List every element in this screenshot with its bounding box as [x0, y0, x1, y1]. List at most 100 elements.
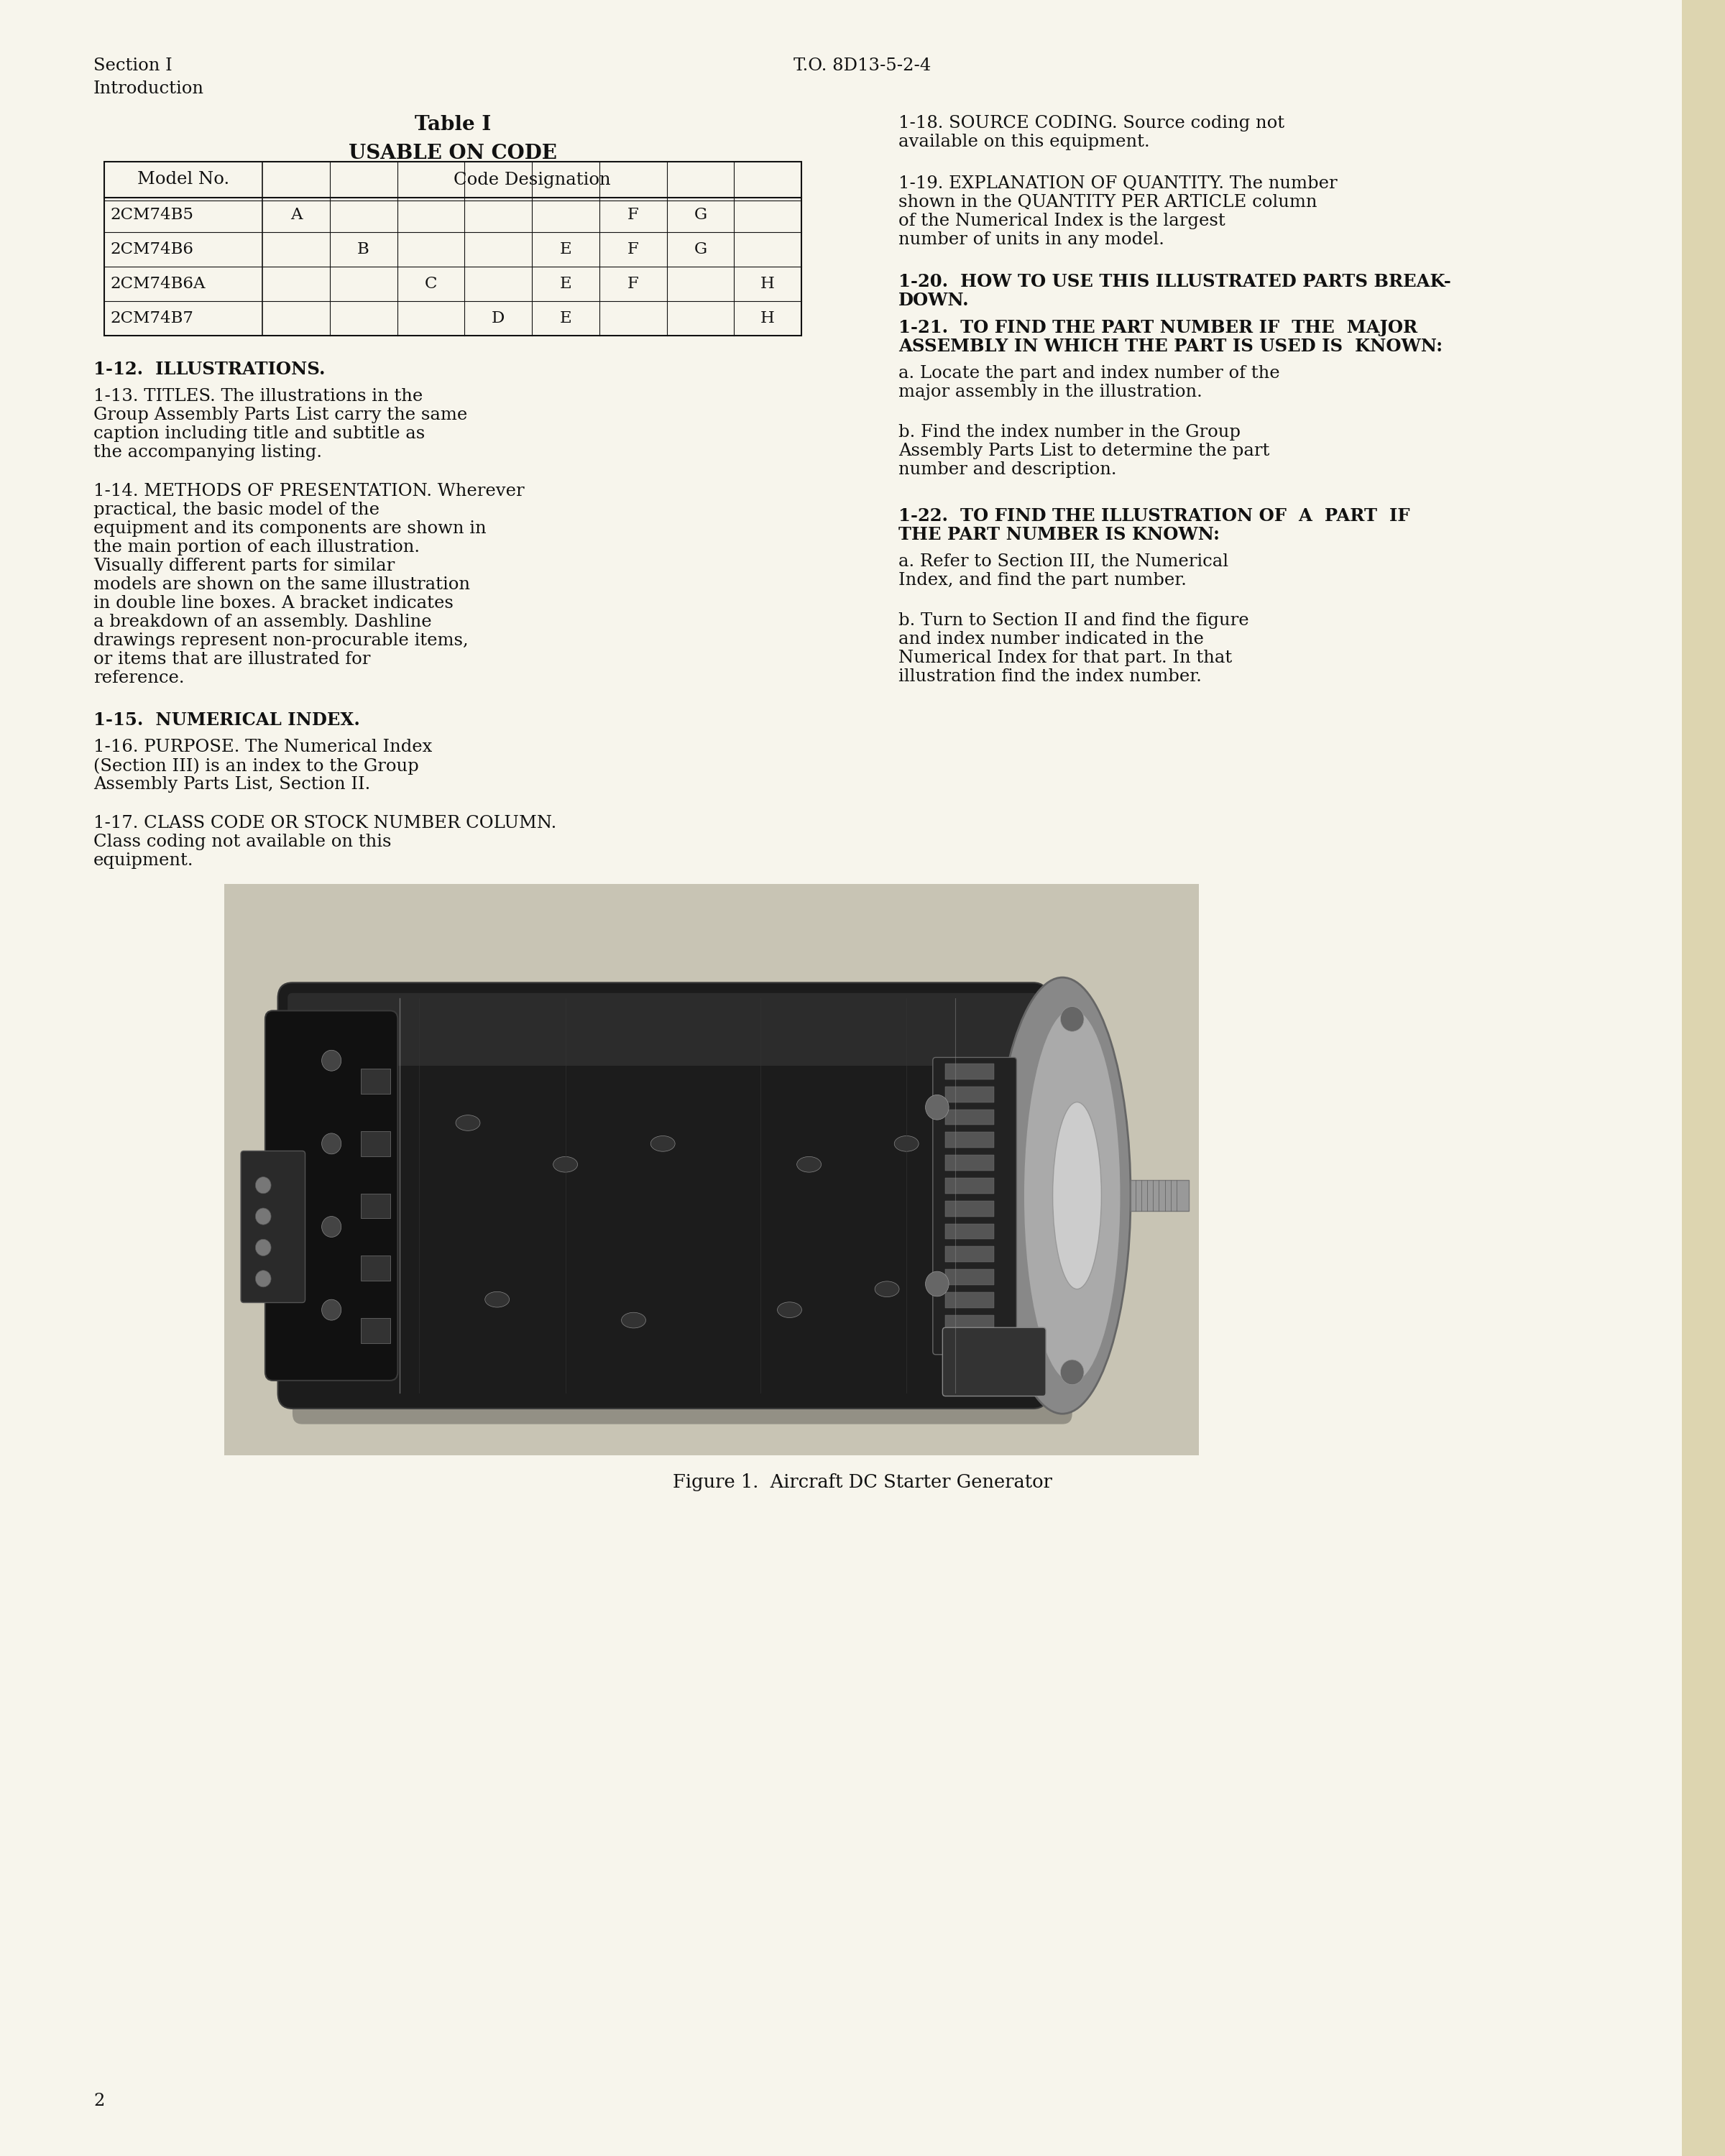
Bar — [945, 1225, 994, 1240]
Bar — [361, 1132, 390, 1156]
Bar — [361, 1069, 390, 1093]
Circle shape — [255, 1177, 271, 1194]
Ellipse shape — [894, 1136, 919, 1151]
Text: 2CM74B6A: 2CM74B6A — [110, 276, 205, 291]
Bar — [945, 1201, 994, 1216]
Text: USABLE ON CODE: USABLE ON CODE — [348, 144, 557, 164]
Text: Assembly Parts List to determine the part: Assembly Parts List to determine the par… — [899, 442, 1270, 459]
Text: F: F — [628, 276, 638, 291]
Ellipse shape — [1052, 1102, 1102, 1289]
Text: (Section III) is an index to the Group: (Section III) is an index to the Group — [93, 757, 419, 774]
Text: G: G — [693, 207, 707, 222]
Text: 2CM74B5: 2CM74B5 — [110, 207, 193, 222]
Ellipse shape — [875, 1281, 899, 1298]
Circle shape — [321, 1134, 342, 1153]
Ellipse shape — [650, 1136, 674, 1151]
Text: a breakdown of an assembly. Dashline: a breakdown of an assembly. Dashline — [93, 614, 431, 630]
Text: a. Refer to Section III, the Numerical: a. Refer to Section III, the Numerical — [899, 554, 1228, 569]
Text: G: G — [693, 241, 707, 257]
Ellipse shape — [485, 1291, 509, 1307]
Text: the accompanying listing.: the accompanying listing. — [93, 444, 323, 461]
Bar — [945, 1132, 994, 1147]
Bar — [361, 1194, 390, 1218]
Ellipse shape — [994, 977, 1130, 1414]
FancyBboxPatch shape — [288, 994, 1038, 1065]
Text: caption including title and subtitle as: caption including title and subtitle as — [93, 425, 424, 442]
Text: reference.: reference. — [93, 671, 185, 686]
Circle shape — [321, 1050, 342, 1072]
Text: 2: 2 — [93, 2093, 105, 2109]
Bar — [945, 1177, 994, 1194]
Text: Table I: Table I — [414, 114, 492, 134]
Bar — [104, 162, 802, 336]
Text: B: B — [357, 241, 369, 257]
Circle shape — [255, 1240, 271, 1255]
Text: or items that are illustrated for: or items that are illustrated for — [93, 651, 371, 668]
Text: 1-12.  ILLUSTRATIONS.: 1-12. ILLUSTRATIONS. — [93, 360, 326, 377]
Ellipse shape — [621, 1313, 645, 1328]
Circle shape — [255, 1207, 271, 1225]
Text: 1-15.  NUMERICAL INDEX.: 1-15. NUMERICAL INDEX. — [93, 711, 361, 729]
Text: Class coding not available on this: Class coding not available on this — [93, 834, 392, 849]
Text: 2CM74B6: 2CM74B6 — [110, 241, 193, 257]
Text: 1-18. SOURCE CODING. Source coding not: 1-18. SOURCE CODING. Source coding not — [899, 114, 1285, 132]
Text: 1-21.  TO FIND THE PART NUMBER IF  THE  MAJOR: 1-21. TO FIND THE PART NUMBER IF THE MAJ… — [899, 319, 1418, 336]
Ellipse shape — [778, 1302, 802, 1317]
Text: E: E — [559, 241, 571, 257]
Bar — [945, 1315, 994, 1330]
FancyBboxPatch shape — [942, 1328, 1045, 1397]
Bar — [945, 1063, 994, 1080]
FancyBboxPatch shape — [933, 1056, 1016, 1354]
Text: models are shown on the same illustration: models are shown on the same illustratio… — [93, 576, 469, 593]
Text: b. Find the index number in the Group: b. Find the index number in the Group — [899, 425, 1240, 440]
Text: 1-22.  TO FIND THE ILLUSTRATION OF  A  PART  IF: 1-22. TO FIND THE ILLUSTRATION OF A PART… — [899, 507, 1409, 524]
Circle shape — [925, 1095, 949, 1119]
Text: number and description.: number and description. — [899, 461, 1116, 479]
Bar — [945, 1246, 994, 1261]
Text: shown in the QUANTITY PER ARTICLE column: shown in the QUANTITY PER ARTICLE column — [899, 194, 1318, 211]
Text: Model No.: Model No. — [138, 172, 229, 188]
Text: F: F — [628, 241, 638, 257]
Circle shape — [321, 1216, 342, 1238]
Text: F: F — [628, 207, 638, 222]
Text: Figure 1.  Aircraft DC Starter Generator: Figure 1. Aircraft DC Starter Generator — [673, 1473, 1052, 1492]
Ellipse shape — [455, 1115, 480, 1130]
Text: available on this equipment.: available on this equipment. — [899, 134, 1151, 151]
Text: Index, and find the part number.: Index, and find the part number. — [899, 571, 1187, 589]
Circle shape — [1061, 1007, 1083, 1031]
Text: in double line boxes. A bracket indicates: in double line boxes. A bracket indicate… — [93, 595, 454, 612]
Text: Introduction: Introduction — [93, 80, 204, 97]
Text: ASSEMBLY IN WHICH THE PART IS USED IS  KNOWN:: ASSEMBLY IN WHICH THE PART IS USED IS KN… — [899, 338, 1442, 356]
FancyBboxPatch shape — [293, 987, 1073, 1425]
Bar — [945, 1110, 994, 1125]
Bar — [361, 1317, 390, 1343]
Text: 1-14. METHODS OF PRESENTATION. Wherever: 1-14. METHODS OF PRESENTATION. Wherever — [93, 483, 524, 500]
Text: illustration find the index number.: illustration find the index number. — [899, 668, 1202, 686]
Ellipse shape — [1023, 1009, 1121, 1382]
FancyBboxPatch shape — [278, 983, 1047, 1408]
Ellipse shape — [554, 1156, 578, 1173]
Text: H: H — [761, 310, 775, 326]
Circle shape — [1061, 1360, 1083, 1384]
Text: drawings represent non-procurable items,: drawings represent non-procurable items, — [93, 632, 469, 649]
Text: Section I: Section I — [93, 58, 172, 73]
Text: equipment and its components are shown in: equipment and its components are shown i… — [93, 520, 486, 537]
Text: 1-13. TITLES. The illustrations in the: 1-13. TITLES. The illustrations in the — [93, 388, 423, 405]
Circle shape — [255, 1270, 271, 1287]
Text: and index number indicated in the: and index number indicated in the — [899, 632, 1204, 647]
Text: 2CM74B7: 2CM74B7 — [110, 310, 193, 326]
Text: 1-20.  HOW TO USE THIS ILLUSTRATED PARTS BREAK-: 1-20. HOW TO USE THIS ILLUSTRATED PARTS … — [899, 274, 1451, 291]
Text: 1-16. PURPOSE. The Numerical Index: 1-16. PURPOSE. The Numerical Index — [93, 740, 433, 755]
Text: T.O. 8D13-5-2-4: T.O. 8D13-5-2-4 — [794, 58, 932, 73]
Bar — [945, 1087, 994, 1102]
Circle shape — [925, 1272, 949, 1296]
Text: a. Locate the part and index number of the: a. Locate the part and index number of t… — [899, 364, 1280, 382]
Text: E: E — [559, 310, 571, 326]
FancyBboxPatch shape — [266, 1011, 398, 1380]
Bar — [945, 1291, 994, 1309]
Text: Assembly Parts List, Section II.: Assembly Parts List, Section II. — [93, 776, 371, 793]
Text: D: D — [492, 310, 505, 326]
Text: Visually different parts for similar: Visually different parts for similar — [93, 558, 395, 573]
Bar — [945, 1270, 994, 1285]
Bar — [1682, 0, 1725, 2156]
